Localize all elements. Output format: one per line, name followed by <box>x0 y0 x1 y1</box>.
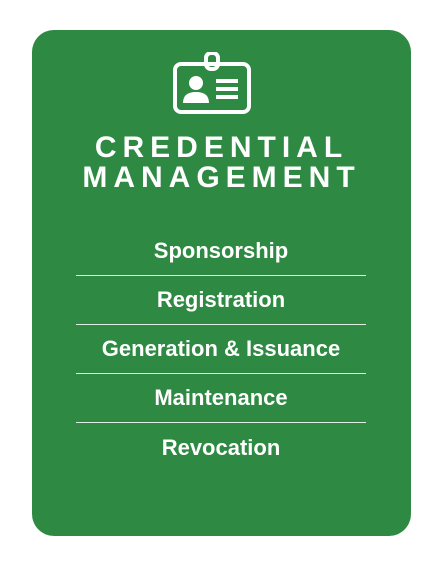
title-line-2: MANAGEMENT <box>82 161 361 194</box>
list-item-sponsorship: Sponsorship <box>76 227 366 276</box>
id-badge-icon <box>173 52 251 114</box>
title-line-1: CREDENTIAL <box>94 131 349 164</box>
list-item-registration: Registration <box>76 276 366 325</box>
process-list: Sponsorship Registration Generation & Is… <box>76 227 366 472</box>
list-item-maintenance: Maintenance <box>76 374 366 423</box>
list-item-revocation: Revocation <box>161 434 281 460</box>
list-item-generation-issuance: Generation & Issuance <box>76 325 366 374</box>
credential-management-card: CREDENTIAL MANAGEMENT Sponsorship Regist… <box>32 30 411 536</box>
